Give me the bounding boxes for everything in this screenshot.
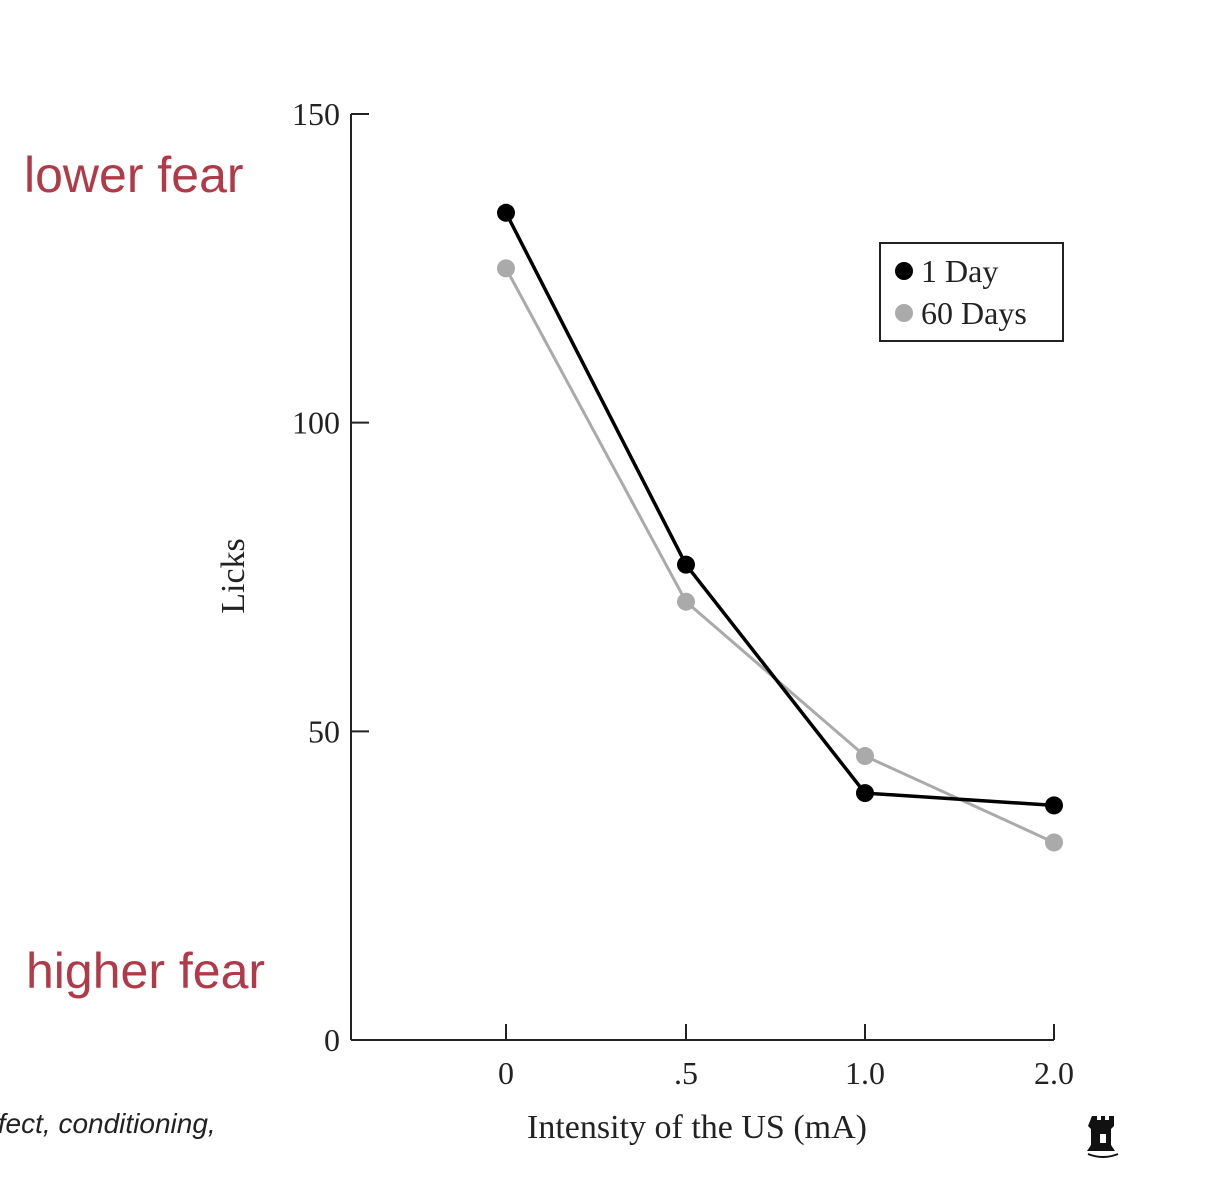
point-60-days-1	[677, 592, 695, 611]
point-1-day-1	[677, 555, 695, 574]
annotation-lower-fear: lower fear	[24, 147, 244, 203]
point-60-days-2	[856, 747, 874, 766]
x-tick-label-2: 1.0	[845, 1055, 885, 1091]
university-crest-icon	[1087, 1116, 1119, 1158]
legend-marker-60-days	[895, 304, 913, 322]
y-axis-title: Licks	[215, 538, 252, 614]
point-60-days-3	[1045, 833, 1063, 852]
x-ticks: 0 .5 1.0 2.0	[498, 1024, 1074, 1091]
y-tick-label-0: 0	[324, 1022, 340, 1058]
y-tick-label-50: 50	[308, 713, 340, 749]
legend: 1 Day 60 Days	[879, 242, 1064, 342]
x-tick-label-0: 0	[498, 1055, 514, 1091]
series-layer	[497, 203, 1063, 852]
annotation-higher-fear: higher fear	[26, 943, 265, 999]
series-line-1-day	[504, 211, 1055, 808]
y-ticks: 0 50 100 150	[292, 96, 369, 1058]
x-axis-title: Intensity of the US (mA)	[527, 1109, 867, 1146]
legend-label-1-day: 1 Day	[921, 253, 998, 289]
legend-label-60-days: 60 Days	[921, 295, 1027, 331]
legend-marker-1-day	[895, 262, 913, 280]
y-tick-label-100: 100	[292, 405, 340, 441]
x-tick-label-1: .5	[674, 1055, 698, 1091]
y-tick-label-150: 150	[292, 96, 340, 132]
caption-fragment: ffect, conditioning,	[0, 1108, 216, 1139]
point-60-days-0	[497, 259, 515, 278]
series-line-60-days	[504, 267, 1055, 844]
point-1-day-3	[1045, 796, 1063, 815]
x-tick-label-3: 2.0	[1034, 1055, 1074, 1091]
legend-box	[879, 242, 1064, 342]
point-1-day-0	[497, 203, 515, 222]
point-1-day-2	[856, 784, 874, 803]
